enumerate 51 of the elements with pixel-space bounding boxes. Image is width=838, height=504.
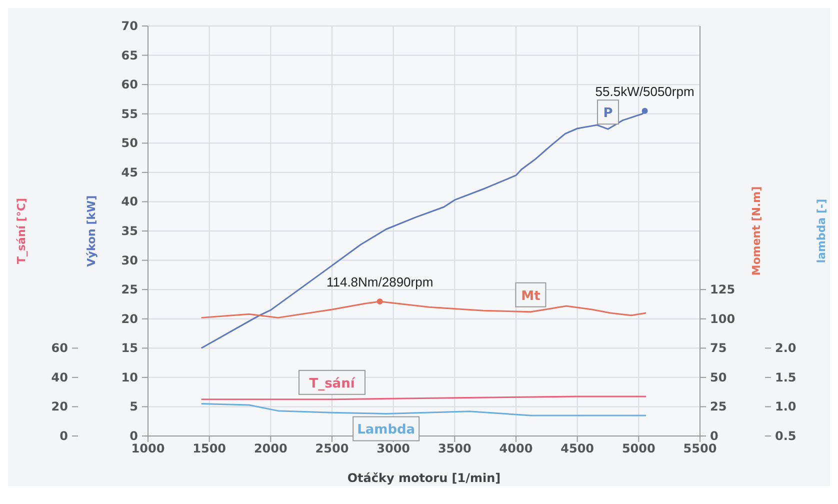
x-tick-label: 5000	[622, 442, 656, 456]
y2-axis-title: Moment [N.m]	[750, 186, 763, 276]
y3-tick-label: 60	[51, 341, 68, 356]
y-tick-label: 50	[121, 136, 138, 150]
y-tick-label: 15	[121, 341, 138, 356]
series-label: Mt	[521, 288, 540, 304]
y-tick-label: 2.0	[775, 341, 796, 356]
annotation: 55.5kW/5050rpm	[595, 84, 694, 99]
y-tick-label: 10	[121, 370, 138, 384]
y-tick-label: 1.5	[775, 370, 796, 384]
x-tick-label: 1000	[131, 442, 165, 456]
y3-tick-label: 20	[51, 400, 68, 414]
y2-tick-label: 25	[710, 400, 727, 414]
y-tick-label: 20	[121, 312, 138, 326]
y-tick-label: 0	[130, 429, 138, 443]
y3-tick-label: 0	[60, 429, 68, 443]
y-tick-label: 5	[130, 400, 138, 414]
y3-axis-title: T_sání [°C]	[14, 198, 28, 264]
line-series	[200, 403, 647, 416]
y2-tick-label: 100	[710, 312, 736, 326]
y-tick-label: 30	[121, 253, 138, 268]
y-axis-title: lambda [-]	[814, 198, 828, 264]
x-tick-label: 4000	[499, 442, 533, 456]
x-axis-title: Otáčky motoru [1/min]	[347, 471, 501, 485]
x-tick-label: 2500	[315, 442, 349, 456]
x-tick-label: 3500	[438, 442, 472, 456]
y-tick-label: 40	[121, 194, 138, 209]
y3-tick-label: 40	[51, 370, 68, 384]
y-tick-label: 45	[121, 165, 138, 180]
y-tick-label: 25	[121, 282, 138, 297]
y2-tick-label: 50	[710, 370, 727, 384]
y-tick-label: 70	[121, 19, 138, 33]
series-label: T_sání	[309, 376, 356, 392]
x-tick-label: 4500	[560, 442, 594, 456]
series-label: P	[603, 106, 613, 122]
y-tick-label: 55	[121, 106, 138, 121]
y-axis-title: Výkon [kW]	[84, 195, 98, 267]
y-tick-label: 0.5	[775, 429, 796, 443]
x-tick-label: 2000	[254, 442, 288, 456]
y-tick-label: 60	[121, 78, 138, 92]
x-tick-label: 3000	[376, 442, 410, 456]
x-tick-label: 1500	[192, 442, 226, 456]
y2-tick-label: 75	[710, 341, 727, 356]
y-tick-label: 1.0	[775, 400, 796, 414]
series-label: Lambda	[357, 422, 416, 438]
y2-tick-label: 0	[710, 429, 718, 443]
x-tick-label: 5500	[683, 442, 717, 456]
y-tick-label: 65	[121, 48, 138, 62]
y-tick-label: 35	[121, 224, 138, 238]
y2-tick-label: 125	[710, 282, 736, 297]
annotation: 114.8Nm/2890rpm	[326, 274, 434, 290]
